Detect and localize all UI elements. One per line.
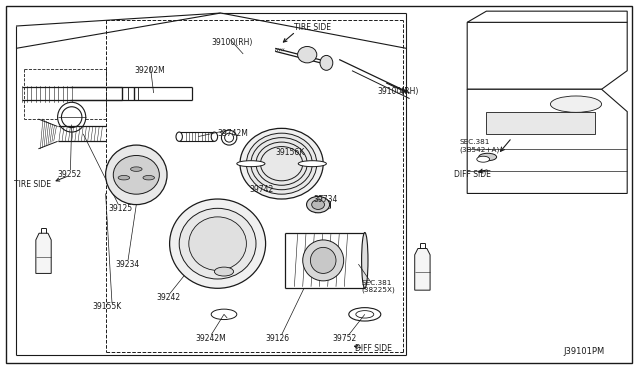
- Ellipse shape: [362, 232, 368, 288]
- Text: 39242M: 39242M: [195, 334, 226, 343]
- Text: 39100(RH): 39100(RH): [211, 38, 253, 47]
- Ellipse shape: [221, 130, 237, 145]
- Ellipse shape: [170, 199, 266, 288]
- Ellipse shape: [256, 142, 307, 185]
- Ellipse shape: [251, 138, 312, 190]
- Ellipse shape: [237, 161, 265, 167]
- Ellipse shape: [356, 311, 374, 318]
- Text: SEC.381
(38225X): SEC.381 (38225X): [362, 280, 396, 293]
- Text: 39742M: 39742M: [218, 129, 248, 138]
- Ellipse shape: [477, 156, 490, 162]
- Text: DIFF SIDE: DIFF SIDE: [355, 344, 392, 353]
- Ellipse shape: [225, 133, 234, 142]
- Bar: [486, 112, 595, 134]
- Text: SEC.381
(3B542+A): SEC.381 (3B542+A): [460, 139, 500, 153]
- Ellipse shape: [179, 208, 256, 279]
- Polygon shape: [36, 233, 51, 273]
- Ellipse shape: [312, 200, 324, 209]
- Ellipse shape: [307, 196, 330, 213]
- Polygon shape: [467, 89, 627, 193]
- Text: TIRE SIDE: TIRE SIDE: [14, 180, 51, 189]
- Ellipse shape: [106, 145, 167, 205]
- Ellipse shape: [143, 176, 154, 180]
- Text: 39734: 39734: [314, 195, 338, 203]
- Text: 39742: 39742: [250, 185, 274, 194]
- Ellipse shape: [58, 102, 86, 132]
- Ellipse shape: [550, 96, 602, 112]
- Text: 39752: 39752: [333, 334, 357, 343]
- Ellipse shape: [246, 133, 317, 194]
- Text: 39126: 39126: [266, 334, 290, 343]
- Ellipse shape: [298, 161, 326, 167]
- Text: DIFF SIDE: DIFF SIDE: [454, 170, 492, 179]
- Text: 39242: 39242: [157, 293, 181, 302]
- Text: J39101PM: J39101PM: [563, 347, 604, 356]
- Ellipse shape: [214, 267, 234, 276]
- Ellipse shape: [211, 309, 237, 320]
- Ellipse shape: [310, 247, 336, 273]
- Polygon shape: [467, 22, 627, 89]
- Text: 39202M: 39202M: [134, 66, 165, 75]
- Ellipse shape: [260, 147, 303, 181]
- Polygon shape: [467, 11, 627, 22]
- Text: 39156K: 39156K: [275, 148, 305, 157]
- Text: TIRE SIDE: TIRE SIDE: [294, 23, 332, 32]
- Ellipse shape: [61, 107, 82, 128]
- Polygon shape: [415, 248, 430, 290]
- Ellipse shape: [303, 240, 344, 281]
- Ellipse shape: [189, 217, 246, 270]
- Ellipse shape: [113, 155, 159, 194]
- Ellipse shape: [298, 46, 317, 63]
- Ellipse shape: [118, 176, 130, 180]
- Text: 39155K: 39155K: [93, 302, 122, 311]
- Ellipse shape: [211, 132, 218, 141]
- Ellipse shape: [349, 308, 381, 321]
- Text: 39100(RH): 39100(RH): [378, 87, 419, 96]
- Text: 39252: 39252: [58, 170, 82, 179]
- Ellipse shape: [176, 132, 182, 141]
- Ellipse shape: [479, 153, 497, 161]
- Ellipse shape: [320, 55, 333, 70]
- Ellipse shape: [131, 167, 142, 171]
- Text: 39125: 39125: [109, 204, 133, 213]
- Text: 39234: 39234: [115, 260, 140, 269]
- Ellipse shape: [240, 128, 323, 199]
